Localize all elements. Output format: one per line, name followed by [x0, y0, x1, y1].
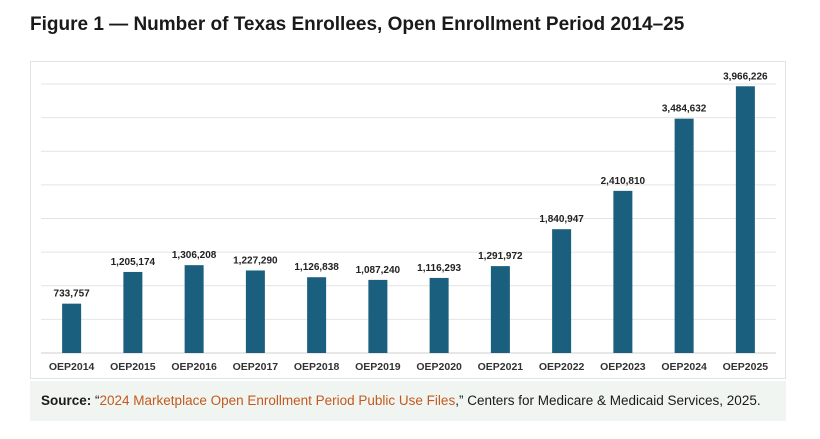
bars	[62, 86, 755, 353]
value-label: 1,116,293	[417, 263, 461, 274]
source-label: Source:	[41, 393, 92, 408]
bar	[490, 266, 510, 353]
x-tick-label: OEP2024	[661, 361, 707, 373]
value-label: 3,484,632	[662, 104, 707, 115]
bar	[613, 190, 633, 353]
value-label: 1,126,838	[294, 262, 339, 273]
value-label: 1,306,208	[172, 250, 217, 261]
x-tick-label: OEP2020	[416, 361, 462, 373]
x-tick-label: OEP2015	[110, 361, 156, 373]
bar	[62, 303, 82, 353]
value-labels: 733,757 1,205,174 1,306,208 1,227,290 1,126,…	[54, 71, 769, 299]
x-tick-label: OEP2021	[478, 361, 524, 373]
value-label: 2,410,810	[601, 176, 646, 187]
value-label: 1,205,174	[111, 257, 156, 268]
gridlines	[41, 83, 776, 354]
x-tick-label: OEP2023	[600, 361, 646, 373]
bar	[307, 277, 327, 353]
source-quote-open: “	[91, 393, 100, 408]
value-label: 3,966,226	[723, 71, 768, 82]
x-tick-label: OEP2022	[539, 361, 585, 373]
x-tick-labels: OEP2014 OEP2015 OEP2016 OEP2017 OEP2018 OEP20…	[49, 361, 768, 373]
bar	[245, 270, 265, 353]
x-tick-label: OEP2016	[171, 361, 217, 373]
value-label: 1,087,240	[356, 265, 401, 276]
x-tick-label: OEP2014	[49, 361, 95, 373]
source-citation: ,” Centers for Medicare & Medicaid Servi…	[455, 393, 761, 408]
bar	[735, 86, 755, 353]
value-label: 1,840,947	[539, 214, 584, 225]
chart-frame: 733,757 1,205,174 1,306,208 1,227,290 1,126,…	[30, 61, 786, 379]
x-tick-label: OEP2018	[294, 361, 340, 373]
value-label: 733,757	[54, 289, 91, 300]
x-tick-label: OEP2025	[723, 361, 769, 373]
source-link[interactable]: 2024 Marketplace Open Enrollment Period …	[99, 393, 456, 408]
bar-chart: 733,757 1,205,174 1,306,208 1,227,290 1,126,…	[41, 71, 776, 373]
value-label: 1,227,290	[233, 255, 278, 266]
bar	[368, 279, 388, 353]
value-label: 1,291,972	[478, 251, 523, 262]
bar	[184, 265, 204, 353]
bar	[429, 277, 449, 353]
x-tick-label: OEP2017	[233, 361, 279, 373]
figure-title: Figure 1 — Number of Texas Enrollees, Op…	[30, 14, 685, 35]
source-note: Source: “2024 Marketplace Open Enrollmen…	[30, 381, 786, 421]
bar	[552, 229, 572, 353]
x-tick-label: OEP2019	[355, 361, 401, 373]
bar	[123, 271, 143, 353]
bar	[674, 118, 694, 353]
